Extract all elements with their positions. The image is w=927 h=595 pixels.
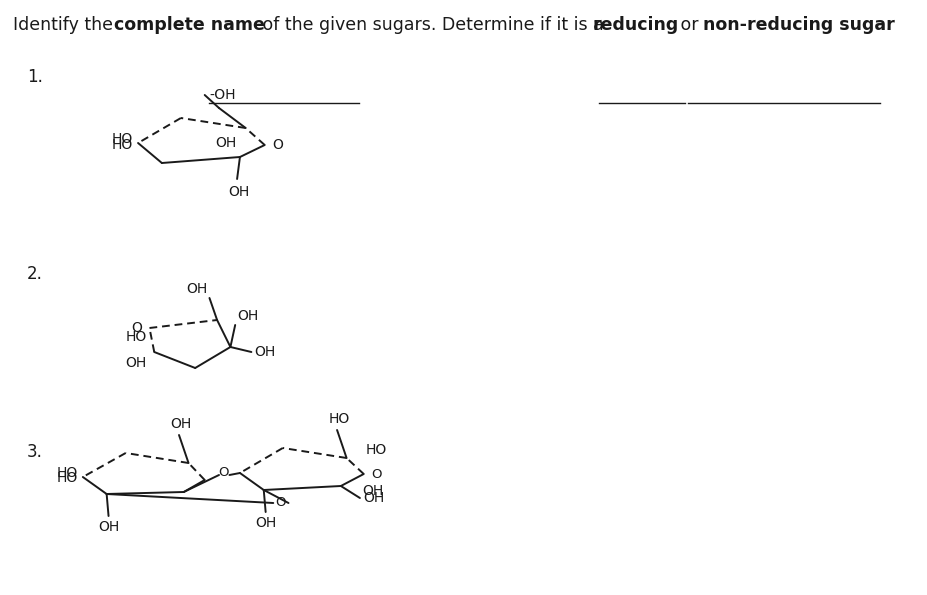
Text: non-reducing sugar: non-reducing sugar: [702, 16, 894, 34]
Text: OH: OH: [98, 520, 119, 534]
Text: of the given sugars. Determine if it is a: of the given sugars. Determine if it is …: [257, 16, 609, 34]
Text: HO: HO: [112, 138, 133, 152]
Text: O: O: [275, 496, 286, 509]
Text: OH: OH: [254, 345, 275, 359]
Text: HO: HO: [57, 471, 78, 485]
Text: HO: HO: [328, 412, 349, 426]
Text: OH: OH: [362, 484, 383, 498]
Text: O: O: [371, 468, 381, 481]
Text: O: O: [272, 138, 283, 152]
Text: -OH: -OH: [210, 88, 235, 102]
Text: or: or: [674, 16, 704, 34]
Text: O: O: [218, 465, 229, 478]
Text: 2.: 2.: [27, 265, 43, 283]
Text: .: .: [884, 16, 890, 34]
Text: complete name: complete name: [114, 16, 264, 34]
Text: HO: HO: [112, 132, 133, 146]
Text: HO: HO: [57, 466, 78, 480]
Text: OH: OH: [236, 309, 258, 323]
Text: OH: OH: [125, 356, 146, 370]
Text: O: O: [131, 321, 142, 335]
Text: 1.: 1.: [27, 68, 43, 86]
Text: reducing: reducing: [592, 16, 679, 34]
Text: 3.: 3.: [27, 443, 43, 461]
Text: Identify the: Identify the: [13, 16, 119, 34]
Text: OH: OH: [170, 417, 191, 431]
Text: OH: OH: [228, 185, 249, 199]
Text: HO: HO: [125, 330, 146, 344]
Text: OH: OH: [362, 491, 384, 505]
Text: HO: HO: [365, 443, 387, 457]
Text: OH: OH: [186, 282, 208, 296]
Text: OH: OH: [215, 136, 235, 150]
Text: OH: OH: [255, 516, 276, 530]
